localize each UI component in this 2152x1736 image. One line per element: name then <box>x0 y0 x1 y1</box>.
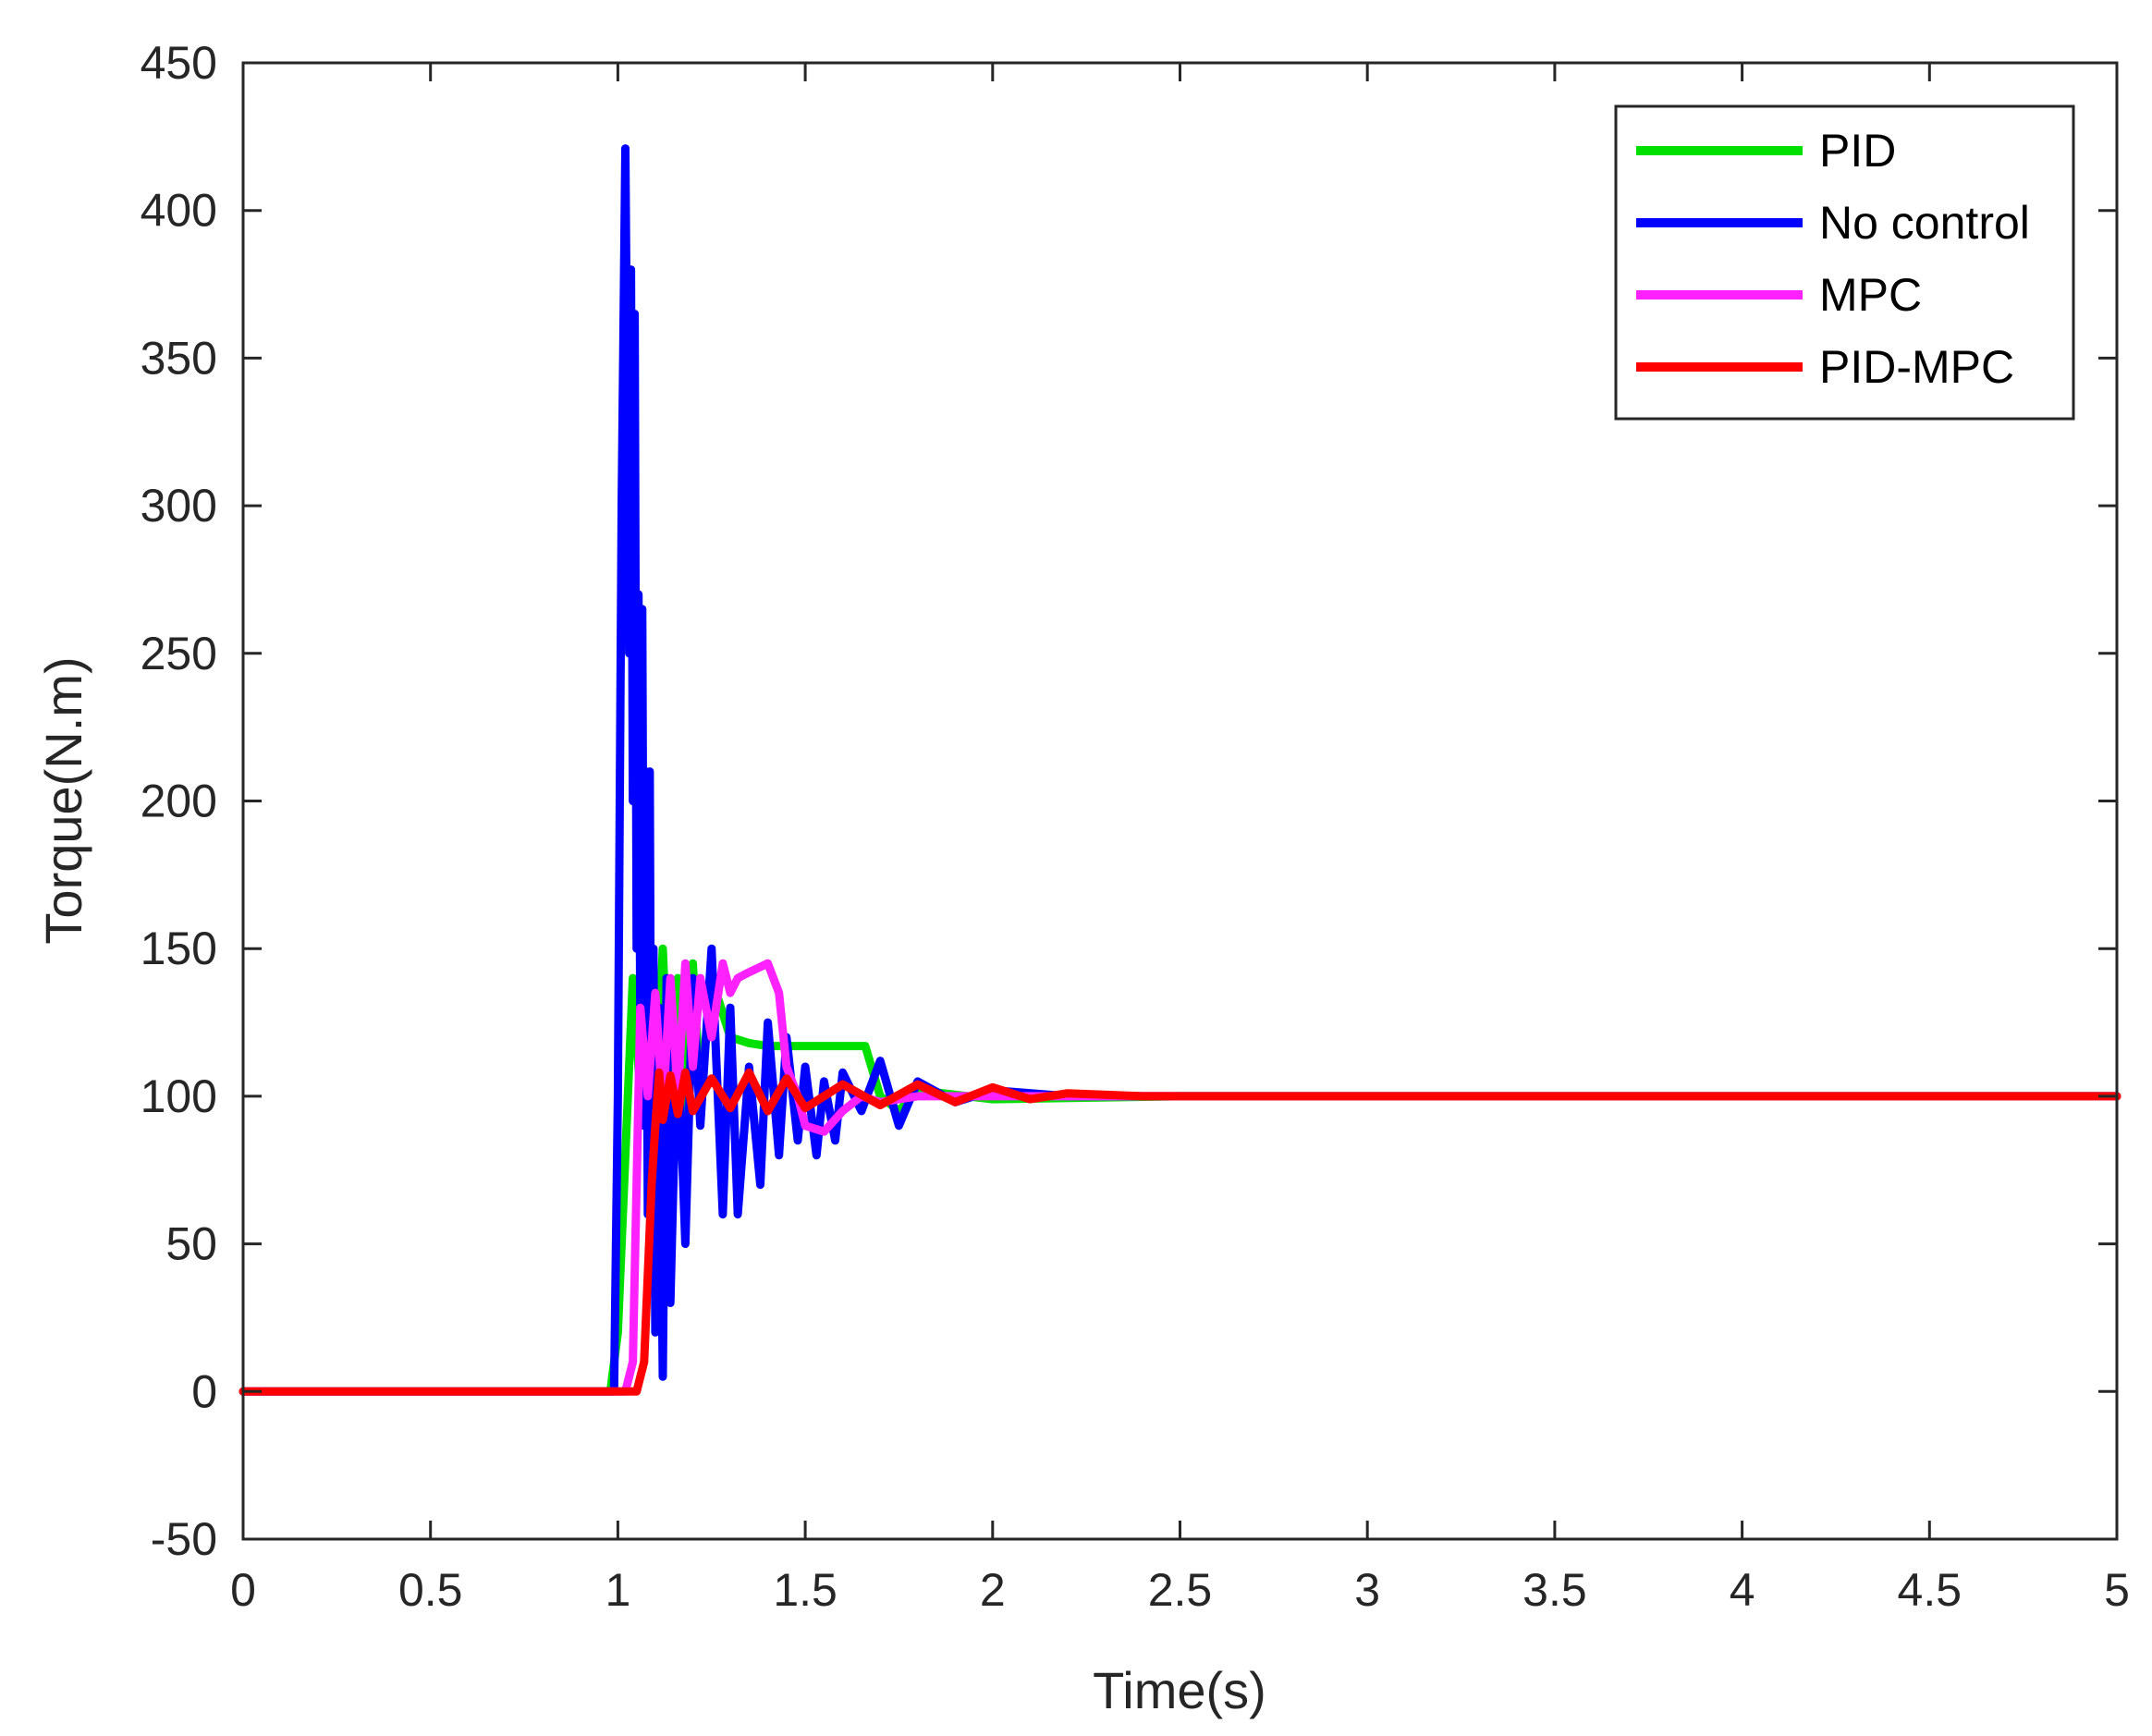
y-tick-label: 150 <box>141 923 217 974</box>
y-tick-label: 200 <box>141 776 217 827</box>
x-tick-label: 1 <box>605 1564 630 1616</box>
x-tick-label: 5 <box>2104 1564 2130 1616</box>
y-tick-label: 350 <box>141 332 217 384</box>
y-tick-label: 300 <box>141 480 217 532</box>
series-layer <box>238 144 2121 1396</box>
x-tick-label: 0 <box>230 1564 256 1616</box>
y-tick-label: 250 <box>141 628 217 679</box>
y-axis-label: Torque(N.m) <box>34 656 92 944</box>
y-tick-label: 100 <box>141 1070 217 1122</box>
legend-label: PID <box>1819 125 1896 177</box>
y-tick-label: 400 <box>141 185 217 237</box>
x-axis-label: Time(s) <box>1093 1661 1266 1719</box>
x-tick-label: 1.5 <box>773 1564 838 1616</box>
legend-label: MPC <box>1819 269 1922 321</box>
y-tick-label: 0 <box>191 1365 217 1417</box>
legend: PID No control MPC PID-MPC <box>1614 104 2075 421</box>
x-axis: 0 0.5 1 1.5 2 2.5 3 3.5 4 4.5 5 <box>230 63 2130 1616</box>
x-tick-label: 4 <box>1730 1564 1755 1616</box>
y-axis: -50 0 50 100 150 200 250 300 350 400 450 <box>141 37 2117 1565</box>
series-line-pid-mpc <box>238 1068 2121 1396</box>
x-tick-label: 0.5 <box>398 1564 463 1616</box>
x-tick-label: 2.5 <box>1148 1564 1213 1616</box>
y-tick-label: 50 <box>165 1218 217 1270</box>
x-tick-label: 3 <box>1354 1564 1380 1616</box>
x-tick-label: 2 <box>980 1564 1006 1616</box>
y-tick-label: -50 <box>151 1513 217 1565</box>
x-tick-label: 4.5 <box>1898 1564 1962 1616</box>
x-tick-label: 3.5 <box>1522 1564 1587 1616</box>
y-tick-label: 450 <box>141 37 217 89</box>
legend-label: No control <box>1819 197 2030 249</box>
legend-label: PID-MPC <box>1819 341 2014 393</box>
